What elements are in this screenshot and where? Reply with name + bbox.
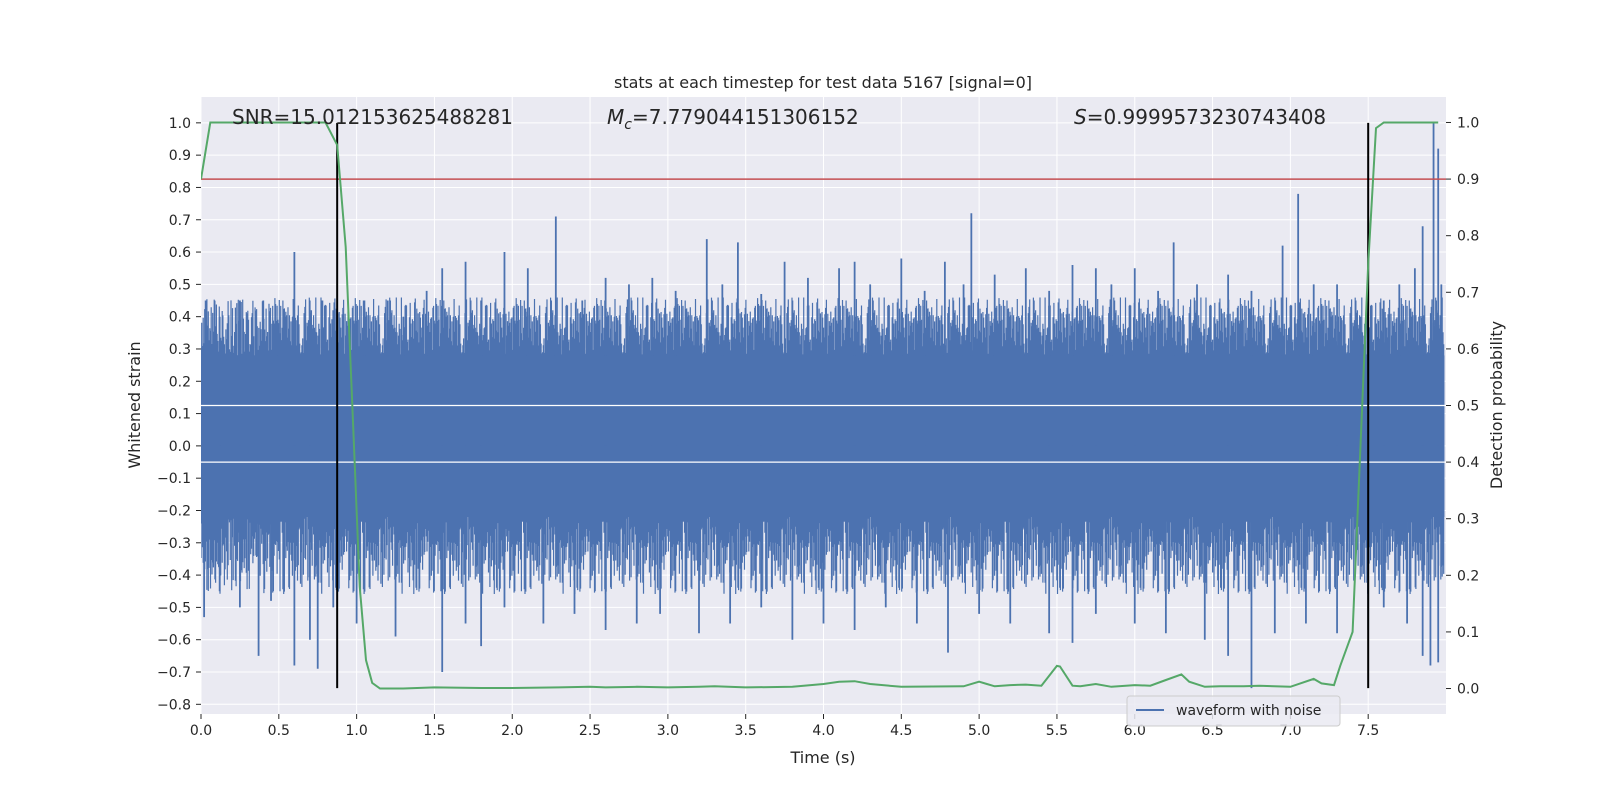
probability-series bbox=[201, 121, 1439, 690]
x-tick-label: 4.0 bbox=[812, 723, 834, 739]
x-tick-label: 2.0 bbox=[501, 723, 523, 739]
snr-annotation: SNR=15.012153625488281 bbox=[232, 105, 513, 129]
x-tick-label: 5.5 bbox=[1046, 723, 1068, 739]
y2-tick-label: 0.5 bbox=[1457, 399, 1479, 415]
y2-tick-label: 0.0 bbox=[1457, 682, 1479, 698]
legend: waveform with noise bbox=[1126, 695, 1341, 727]
y-axis-ticks: −0.8 −0.7 −0.6 −0.5 −0.4 −0.3 −0.2 −0.1 0.0 0.1 0.… bbox=[157, 116, 201, 713]
x-tick-label: 0.5 bbox=[268, 723, 290, 739]
legend-box bbox=[1126, 695, 1341, 727]
chirp-mass-value: =7.779044151306152 bbox=[632, 105, 859, 129]
y2-tick-label: 0.4 bbox=[1457, 455, 1479, 471]
x-tick-label: 3.5 bbox=[735, 723, 757, 739]
chirp-mass-annotation: Mc=7.779044151306152 bbox=[607, 105, 859, 133]
x-tick-label: 7.0 bbox=[1279, 723, 1301, 739]
y-tick-label: 0.7 bbox=[169, 213, 191, 229]
y-axis-label: Whitened strain bbox=[125, 341, 144, 468]
y-tick-label: −0.5 bbox=[157, 600, 191, 616]
y-tick-label: −0.3 bbox=[157, 536, 191, 552]
s-annotation: S=0.9999573230743408 bbox=[1074, 105, 1326, 129]
x-tick-label: 1.5 bbox=[423, 723, 445, 739]
y-tick-label: −0.8 bbox=[157, 697, 191, 713]
x-tick-label: 4.5 bbox=[890, 723, 912, 739]
chart-title: stats at each timestep for test data 516… bbox=[614, 73, 1032, 92]
y-tick-label: −0.6 bbox=[157, 633, 191, 649]
x-tick-label: 2.5 bbox=[579, 723, 601, 739]
x-tick-label: 6.5 bbox=[1201, 723, 1223, 739]
x-tick-label: 5.0 bbox=[968, 723, 990, 739]
x-tick-label: 1.0 bbox=[345, 723, 367, 739]
y-tick-label: 0.1 bbox=[169, 407, 191, 423]
legend-label: waveform with noise bbox=[1176, 703, 1321, 719]
y2-tick-label: 0.3 bbox=[1457, 512, 1479, 528]
y-tick-label: 0.2 bbox=[169, 374, 191, 390]
y2-tick-label: 0.8 bbox=[1457, 229, 1479, 245]
y2-tick-label: 0.2 bbox=[1457, 568, 1479, 584]
s-symbol: S bbox=[1074, 105, 1087, 129]
x-tick-label: 6.0 bbox=[1124, 723, 1146, 739]
y2-tick-label: 0.1 bbox=[1457, 625, 1479, 641]
y2-tick-label: 0.9 bbox=[1457, 172, 1479, 188]
chirp-mass-symbol: M bbox=[607, 105, 624, 129]
chirp-mass-subscript: c bbox=[624, 117, 632, 133]
x-axis-label: Time (s) bbox=[789, 748, 855, 767]
y-tick-label: 0.4 bbox=[169, 310, 191, 326]
y2-axis-ticks: 0.0 0.1 0.2 0.3 0.4 0.5 0.6 0.7 0.8 0.9 1.0 bbox=[1446, 115, 1479, 698]
x-tick-label: 7.5 bbox=[1357, 723, 1379, 739]
x-tick-label: 0.0 bbox=[190, 723, 212, 739]
x-tick-label: 3.0 bbox=[657, 723, 679, 739]
y2-tick-label: 0.6 bbox=[1457, 342, 1479, 358]
x-axis-ticks: 0.0 0.5 1.0 1.5 2.0 2.5 3.0 3.5 4.0 4.5 5.0 5.5 6.0 6… bbox=[190, 714, 1379, 739]
y2-tick-label: 1.0 bbox=[1457, 115, 1479, 131]
y-tick-label: 0.3 bbox=[169, 342, 191, 358]
y-tick-label: 0.0 bbox=[169, 439, 191, 455]
y-tick-label: −0.4 bbox=[157, 568, 191, 584]
y-tick-label: −0.1 bbox=[157, 471, 191, 487]
y-tick-label: 0.5 bbox=[169, 277, 191, 293]
y-tick-label: −0.7 bbox=[157, 665, 191, 681]
probability-line bbox=[201, 121, 1439, 690]
y-tick-label: −0.2 bbox=[157, 503, 191, 519]
y-tick-label: 0.9 bbox=[169, 148, 191, 164]
y2-tick-label: 0.7 bbox=[1457, 285, 1479, 301]
y-tick-label: 0.8 bbox=[169, 180, 191, 196]
reference-lines bbox=[201, 122, 1446, 689]
strain-series bbox=[201, 122, 1446, 689]
y2-axis-label: Detection probability bbox=[1487, 321, 1506, 489]
y-tick-label: 0.6 bbox=[169, 245, 191, 261]
s-value: =0.9999573230743408 bbox=[1087, 105, 1326, 129]
y-tick-label: 1.0 bbox=[169, 116, 191, 132]
